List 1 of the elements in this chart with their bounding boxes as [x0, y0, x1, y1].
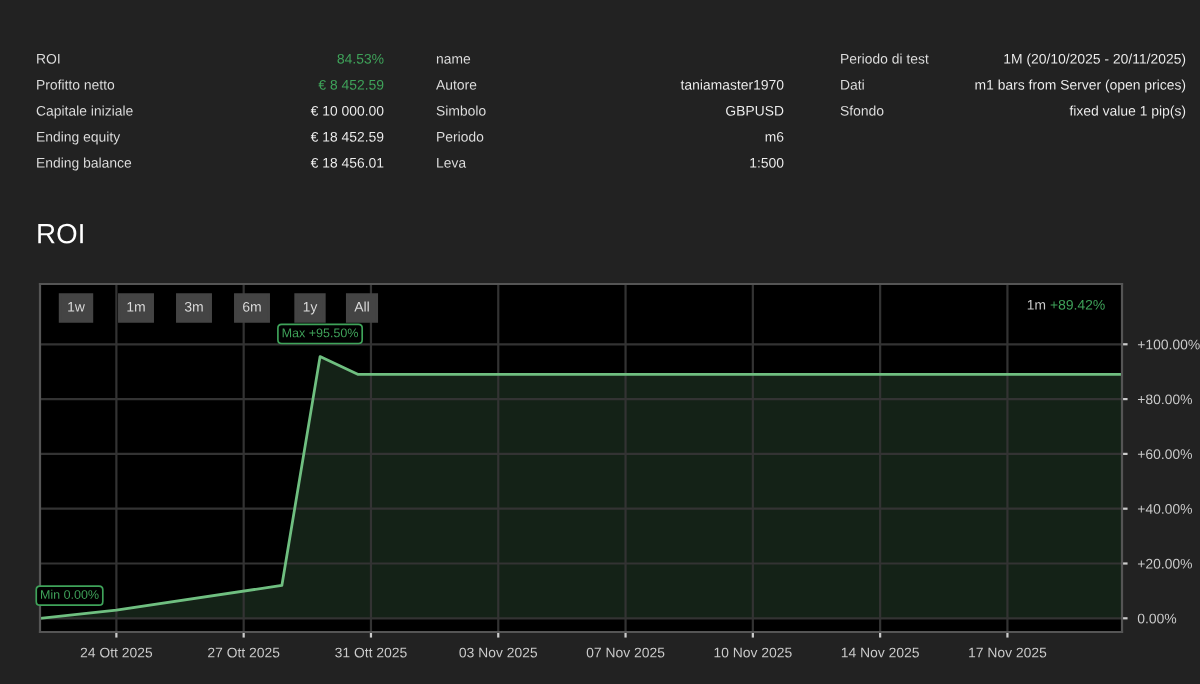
chart-title: ROI	[38, 223, 83, 244]
